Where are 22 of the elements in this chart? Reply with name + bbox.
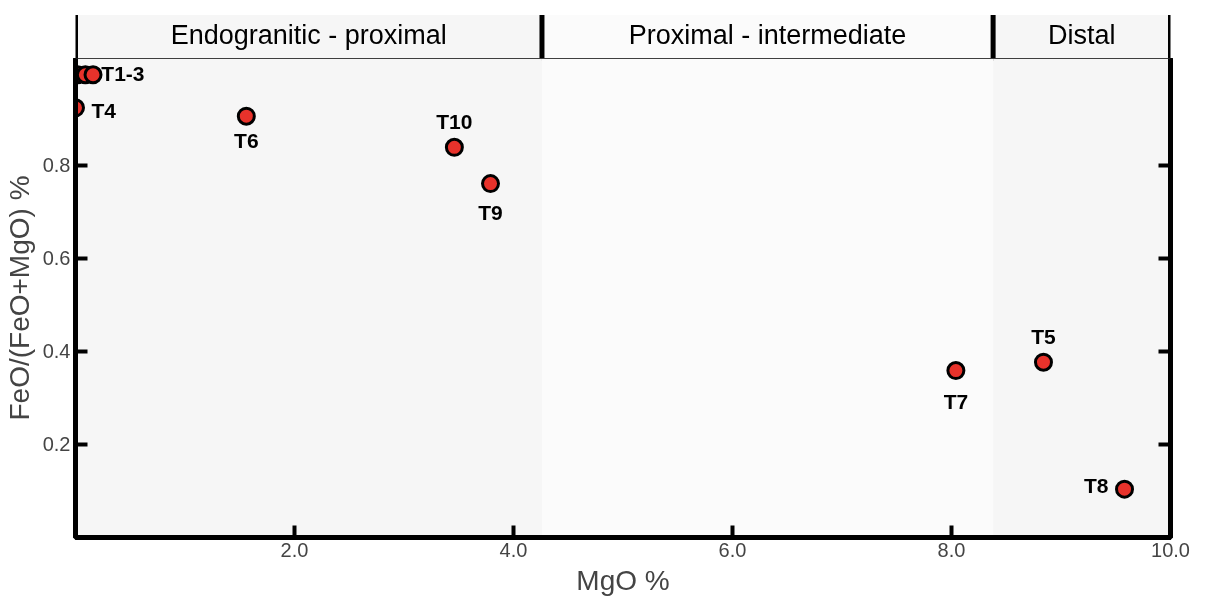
band-label: Endogranitic - proximal [170, 20, 447, 51]
y-tick-label: 0.8 [42, 154, 71, 177]
annotation: T8 [1084, 474, 1109, 498]
x-tick-label: 6.0 [718, 538, 747, 561]
y-tick-label: 0.2 [42, 433, 71, 456]
band-label: Proximal - intermediate [628, 20, 907, 51]
y-tick-label: 0.4 [42, 340, 71, 363]
band-label: Distal [1048, 20, 1116, 51]
annotation: T4 [91, 98, 117, 122]
x-tick-label: 8.0 [937, 538, 966, 561]
x-tick-label: 4.0 [499, 538, 528, 561]
annotation: T1-3 [101, 61, 145, 85]
x-tick-label: 2.0 [280, 538, 309, 561]
annotation: T9 [478, 200, 503, 224]
annotation: T5 [1031, 325, 1057, 349]
annotation: T10 [436, 110, 473, 134]
y-axis-title: FeO/(FeO+MgO) % [3, 175, 35, 421]
x-tick-label: 10.0 [1151, 538, 1190, 561]
x-axis-title: MgO % [576, 564, 670, 596]
y-tick-label: 0.6 [42, 247, 71, 270]
annotation: T6 [234, 129, 259, 153]
annotation: T7 [943, 389, 969, 413]
